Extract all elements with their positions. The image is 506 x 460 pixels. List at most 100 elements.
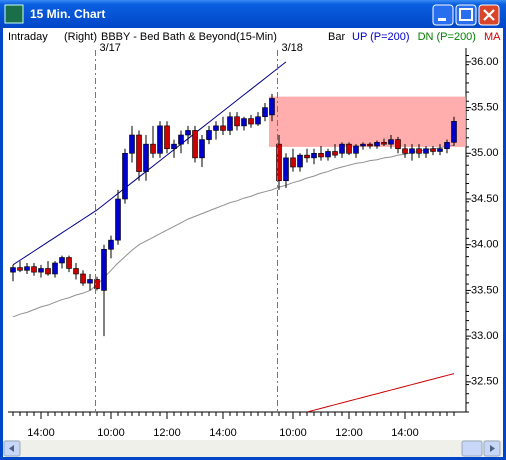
candle-body — [185, 130, 191, 136]
plot-area — [10, 61, 466, 412]
candle-body — [87, 279, 93, 284]
candle-body — [374, 142, 380, 147]
candle-body — [311, 152, 317, 159]
x-tick-label: 14:00 — [391, 427, 419, 439]
candle-body — [94, 279, 100, 289]
candle-body — [143, 143, 149, 172]
candle-body — [367, 143, 373, 147]
candle-body — [262, 107, 268, 118]
legend-entry: UP (P=200) — [352, 31, 410, 43]
title-bar — [0, 0, 506, 28]
candle-body — [31, 266, 37, 273]
candle-body — [248, 118, 254, 125]
candle-body — [178, 134, 184, 145]
y-tick-label: 33.00 — [471, 330, 499, 342]
candle-body — [360, 143, 366, 147]
candle-body — [388, 139, 394, 145]
legend-entry: MA — [484, 31, 501, 43]
candle-body — [437, 148, 443, 152]
candle-body — [171, 143, 177, 150]
maximize-button[interactable] — [455, 4, 477, 26]
scroll-right-button[interactable] — [483, 440, 501, 457]
y-tick-label: 35.50 — [471, 101, 499, 113]
candle-body — [10, 267, 16, 273]
candle-body — [59, 257, 65, 264]
candle-body — [101, 248, 107, 291]
candle-body — [108, 239, 114, 250]
session-label: 3/17 — [100, 42, 121, 54]
candle-body — [339, 143, 345, 154]
y-tick-label: 32.50 — [471, 376, 499, 388]
x-tick-label: 10:00 — [279, 427, 307, 439]
x-tick-label: 14:00 — [209, 427, 237, 439]
candle-body — [129, 134, 135, 154]
candle-body — [157, 125, 163, 154]
chart: UP (P=200) DN (P=200) MA 32.50 33.00 33.50 34.… — [10, 31, 501, 439]
interval: (15-Min) — [236, 31, 277, 43]
candle-body — [115, 198, 121, 241]
candle-body — [353, 145, 359, 154]
indicator-line — [306, 373, 455, 412]
candle-body — [227, 116, 233, 131]
candle-body — [73, 268, 79, 275]
y-tick-label: 36.00 — [471, 56, 499, 68]
candle-body — [381, 142, 387, 145]
candle-body — [66, 257, 72, 269]
client-area — [3, 28, 503, 457]
scroll-thumb[interactable] — [461, 440, 483, 457]
candle-body — [241, 118, 247, 127]
candle-body — [199, 139, 205, 159]
candle-body — [332, 151, 338, 156]
x-tick-label: 14:00 — [27, 427, 55, 439]
candle-body — [80, 273, 86, 284]
candle-body — [283, 157, 289, 182]
app-icon — [4, 4, 24, 24]
candle-body — [409, 148, 415, 154]
y-tick-label: 35.00 — [471, 147, 499, 159]
x-tick-label: 12:00 — [335, 427, 363, 439]
candle-body — [451, 121, 457, 143]
window-title: 15 Min. Chart — [30, 7, 105, 21]
session-label: 3/18 — [282, 42, 303, 54]
candle-body — [276, 143, 282, 182]
candle-body — [269, 98, 275, 116]
candle-body — [17, 267, 23, 271]
candle-body — [304, 154, 310, 159]
y-tick-label: 33.50 — [471, 284, 499, 296]
candle-body — [206, 130, 212, 140]
candle-body — [24, 266, 30, 271]
scroll-left-button[interactable] — [3, 440, 21, 457]
candle-body — [220, 125, 226, 131]
indicator-line — [12, 144, 455, 318]
candle-body — [430, 148, 436, 152]
legend-entry: DN (P=200) — [418, 31, 476, 43]
price-zone — [269, 96, 466, 147]
candle-body — [136, 134, 142, 172]
candle-body — [346, 143, 352, 154]
y-tick-label: 34.50 — [471, 193, 499, 205]
candle-body — [290, 157, 296, 168]
candle-body — [192, 130, 198, 159]
candle-body — [164, 125, 170, 150]
side: (Right) — [64, 31, 97, 43]
scrollbar[interactable] — [3, 440, 503, 457]
candle-body — [150, 143, 156, 154]
candle-body — [122, 152, 128, 200]
x-tick-label: 10:00 — [97, 427, 125, 439]
candle-body — [297, 154, 303, 168]
y-tick-label: 34.00 — [471, 239, 499, 251]
candle-body — [402, 148, 408, 154]
candle-body — [416, 148, 422, 154]
candle-body — [255, 116, 261, 125]
symbol: BBBY - Bed Bath & Beyond — [101, 31, 236, 43]
candle-body — [213, 125, 219, 131]
candle-body — [423, 148, 429, 154]
minimize-button[interactable] — [432, 4, 454, 26]
mode: Intraday — [8, 31, 48, 43]
candle-body — [325, 151, 331, 158]
candle-body — [38, 268, 44, 273]
indicator-line — [12, 61, 287, 266]
close-button[interactable] — [478, 4, 500, 26]
candle-body — [45, 268, 51, 275]
